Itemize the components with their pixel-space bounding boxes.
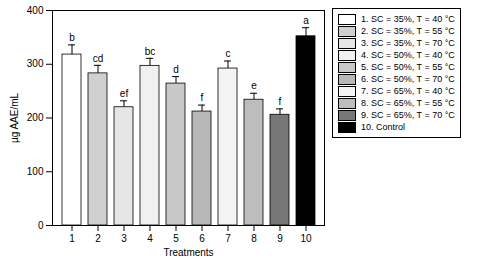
html-text:1. SC = 35%, T = 40 °C: 1. SC = 35%, T = 40 °C <box>361 14 455 24</box>
svg-text:0: 0 <box>38 220 44 231</box>
svg-text:5: 5 <box>173 233 179 244</box>
svg-text:ef: ef <box>120 88 129 99</box>
svg-text:b: b <box>69 32 75 43</box>
svg-text:2: 2 <box>95 233 101 244</box>
svg-text:7: 7 <box>225 233 231 244</box>
html-text:4. SC = 50%, T = 40 °C: 4. SC = 50%, T = 40 °C <box>361 50 455 60</box>
html-text:3. SC = 35%, T = 70 °C: 3. SC = 35%, T = 70 °C <box>361 38 455 48</box>
html-text:5. SC = 50%, T = 55 °C: 5. SC = 50%, T = 55 °C <box>361 62 455 72</box>
svg-text:f: f <box>201 92 204 103</box>
svg-text:Treatments: Treatments <box>163 247 213 258</box>
svg-text:3: 3 <box>121 233 127 244</box>
svg-text:4: 4 <box>147 233 153 244</box>
svg-text:a: a <box>303 15 309 26</box>
svg-text:100: 100 <box>27 166 44 177</box>
svg-text:9: 9 <box>277 233 283 244</box>
svg-text:cd: cd <box>93 53 104 64</box>
svg-text:c: c <box>226 48 231 59</box>
svg-text:6: 6 <box>199 233 205 244</box>
svg-text:µg AAE/mL: µg AAE/mL <box>9 92 20 143</box>
svg-text:f: f <box>279 96 282 107</box>
svg-text:d: d <box>173 64 179 75</box>
svg-text:10: 10 <box>300 233 312 244</box>
html-text:6. SC = 50%, T = 70 °C: 6. SC = 50%, T = 70 °C <box>361 74 455 84</box>
svg-text:200: 200 <box>27 112 44 123</box>
html-text:9. SC = 65%, T = 70 °C: 9. SC = 65%, T = 70 °C <box>361 110 455 120</box>
html-text:7. SC = 65%, T = 40 °C: 7. SC = 65%, T = 40 °C <box>361 86 455 96</box>
svg-text:300: 300 <box>27 58 44 69</box>
html-text:10. Control: 10. Control <box>361 122 405 132</box>
svg-text:1: 1 <box>69 233 75 244</box>
html-text:8. SC = 65%, T = 55 °C: 8. SC = 65%, T = 55 °C <box>361 98 455 108</box>
svg-text:400: 400 <box>27 5 44 16</box>
svg-text:e: e <box>251 80 257 91</box>
html-text:2. SC = 35%, T = 55 °C: 2. SC = 35%, T = 55 °C <box>361 26 455 36</box>
svg-text:8: 8 <box>251 233 257 244</box>
svg-text:bc: bc <box>145 46 156 57</box>
